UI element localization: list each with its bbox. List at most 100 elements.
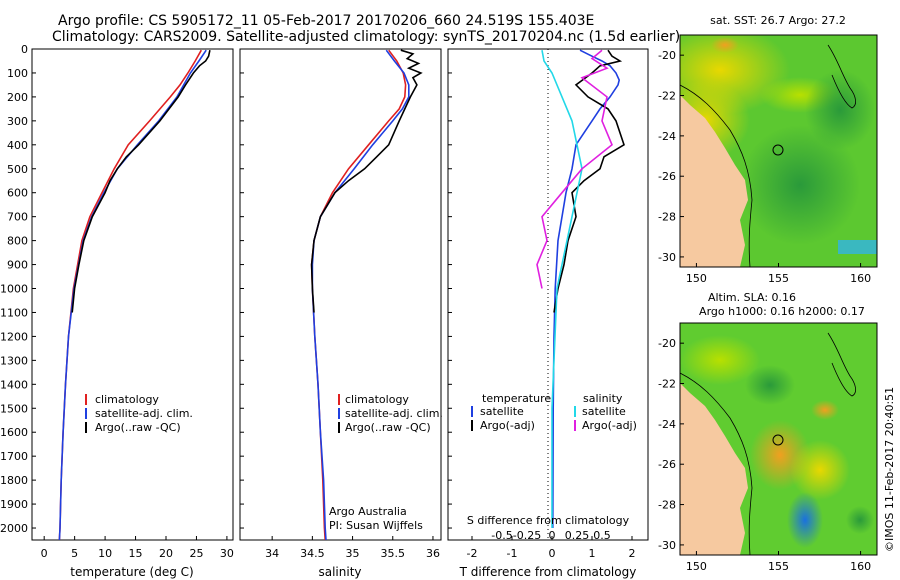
- map-y-tick-label: -30: [658, 251, 676, 264]
- series-line-satellite: [311, 49, 410, 541]
- sla-high-patch: [811, 400, 839, 420]
- x-tick-label: 15: [129, 547, 143, 560]
- x-tick-label: 35: [346, 547, 360, 560]
- x-tick-label: 10: [98, 547, 112, 560]
- x-tick-label: 30: [220, 547, 234, 560]
- x-tick-label: 36: [426, 547, 440, 560]
- s-tick-label: 0: [549, 529, 556, 542]
- series-line-satellite: [551, 49, 621, 529]
- map-y-tick-label: -20: [658, 337, 676, 350]
- map-y-tick-label: -28: [658, 211, 676, 224]
- sla-title-line-1: Altim. SLA: 0.16: [708, 291, 796, 304]
- sla-low-patch: [745, 365, 795, 405]
- sla-title-line-2: Argo h1000: 0.16 h2000: 0.17: [699, 305, 865, 318]
- temperature-lines: [58, 49, 211, 541]
- sst-orange-patch: [711, 37, 739, 53]
- map-y-tick-label: -24: [658, 418, 676, 431]
- x-tick-label: -2: [467, 547, 478, 560]
- x-tick-label: 1: [589, 547, 596, 560]
- x-tick-label: 2: [629, 547, 636, 560]
- legend-label-satellite: satellite-adj. clim.: [345, 407, 443, 420]
- salinity-xlabel: salinity: [318, 565, 361, 579]
- legend-title-temperature: temperature: [482, 392, 551, 405]
- sla-map: 150 155 160 -20 -22 -24 -26 -28 -30 Altim. SLA: …: [658, 291, 878, 573]
- float-position-marker: [772, 144, 784, 156]
- s-tick-label: 0.25: [565, 529, 590, 542]
- map-x-tick-label: 160: [850, 272, 871, 285]
- map-y-tick-label: -26: [658, 458, 676, 471]
- depth-tick-label: 900: [7, 259, 28, 272]
- temperature-x-axis: 0 5 10 15 20 25 30: [41, 536, 234, 560]
- s-tick-label: -0.25: [513, 529, 541, 542]
- difference-x-axis: -2 -1 0 1 2: [467, 536, 636, 560]
- depth-tick-label: 1900: [0, 498, 28, 511]
- float-position-marker: [772, 434, 784, 446]
- map-y-tick-label: -30: [658, 539, 676, 552]
- salinity-legend: climatology satellite-adj. clim. Argo(..…: [338, 393, 443, 434]
- x-tick-label: 34: [265, 547, 279, 560]
- map-x-tick-label: 155: [768, 560, 789, 573]
- salinity-panel: 34 34.5 35 35.5 36 salinity climatology sate…: [239, 48, 443, 579]
- sst-field: [680, 35, 877, 267]
- sla-contour: [827, 332, 856, 397]
- series-line-argo: [71, 50, 211, 313]
- series-line-climatology: [58, 49, 202, 541]
- depth-tick-label: 1200: [0, 330, 28, 343]
- difference-lines: [536, 49, 625, 529]
- map-y-tick-label: -28: [658, 499, 676, 512]
- sst-map: 150 155 160 -20 -22 -24 -26 -28 -30 sat. SST: 26…: [658, 14, 878, 285]
- temperature-panel: 0100200300400500600700800900100011001200…: [0, 43, 452, 579]
- depth-tick-label: 2000: [0, 522, 28, 535]
- depth-tick-label: 1400: [0, 378, 28, 391]
- legend-label-t-argo: Argo(-adj): [480, 419, 535, 432]
- x-tick-label: -1: [507, 547, 518, 560]
- depth-tick-label: 1000: [0, 283, 28, 296]
- copyright-footer: ©IMOS 11-Feb-2017 20:40:51: [883, 387, 896, 552]
- depth-tick-label: 100: [7, 67, 28, 80]
- temperature-legend: climatology satellite-adj. clim. Argo(..…: [85, 393, 193, 434]
- temperature-panel-frame: [31, 48, 234, 541]
- s-diff-label: S difference from climatology: [467, 514, 630, 527]
- depth-tick-label: 1500: [0, 402, 28, 415]
- legend-label-climatology: climatology: [345, 393, 409, 406]
- map-y-tick-label: -26: [658, 170, 676, 183]
- depth-tick-label: 0: [21, 43, 28, 56]
- sst-cool-patch: [805, 70, 875, 150]
- sla-mid-patch: [680, 335, 760, 385]
- map-y-tick-label: -24: [658, 130, 676, 143]
- s-tick-label: -0.5: [491, 529, 512, 542]
- sla-low-patch: [787, 492, 823, 548]
- depth-tick-label: 700: [7, 211, 28, 224]
- legend-label-s-satellite: satellite: [582, 405, 626, 418]
- depth-tick-label: 1100: [0, 306, 28, 319]
- land: [680, 95, 748, 267]
- t-diff-label: T difference from climatology: [459, 565, 637, 579]
- map-x-tick-label: 160: [850, 560, 871, 573]
- map-y-tick-label: -22: [658, 378, 676, 391]
- depth-tick-label: 1600: [0, 426, 28, 439]
- depth-tick-label: 1300: [0, 354, 28, 367]
- sla-mid-patch: [790, 440, 850, 500]
- x-tick-label: 0: [41, 547, 48, 560]
- depth-tick-label: 1700: [0, 450, 28, 463]
- x-tick-label: 5: [71, 547, 78, 560]
- sst-axes: 150 155 160 -20 -22 -24 -26 -28 -30: [658, 49, 871, 285]
- x-tick-label: 20: [159, 547, 173, 560]
- land: [680, 383, 748, 555]
- legend-label-argo: Argo(..raw -QC): [95, 421, 181, 434]
- map-y-tick-label: -22: [658, 90, 676, 103]
- series-line-argo: [553, 49, 625, 313]
- series-line-satellite: [58, 49, 207, 541]
- depth-tick-label: 1800: [0, 474, 28, 487]
- salinity-diff-axis: -0.5 -0.25 0 0.25 0.5: [491, 529, 610, 542]
- annotation-pi: PI: Susan Wijffels: [329, 519, 423, 532]
- difference-panel: -2 -1 0 1 2 -0.5 -0.25 0 0.25 0.5 S difference f…: [447, 48, 649, 579]
- legend-label-s-argo: Argo(-adj): [582, 419, 637, 432]
- x-tick-label: 25: [189, 547, 203, 560]
- sst-contour: [680, 84, 753, 267]
- depth-axis: 0 100 200 300 400 500 600 700 800 900 1000 1100 1200…: [0, 43, 452, 535]
- sla-axes: 150 155 160 -20 -22 -24 -26 -28 -30: [658, 337, 871, 573]
- depth-tick-label: 200: [7, 91, 28, 104]
- map-y-tick-label: -20: [658, 49, 676, 62]
- title-line-1: Argo profile: CS 5905172_11 05-Feb-2017 …: [58, 13, 595, 29]
